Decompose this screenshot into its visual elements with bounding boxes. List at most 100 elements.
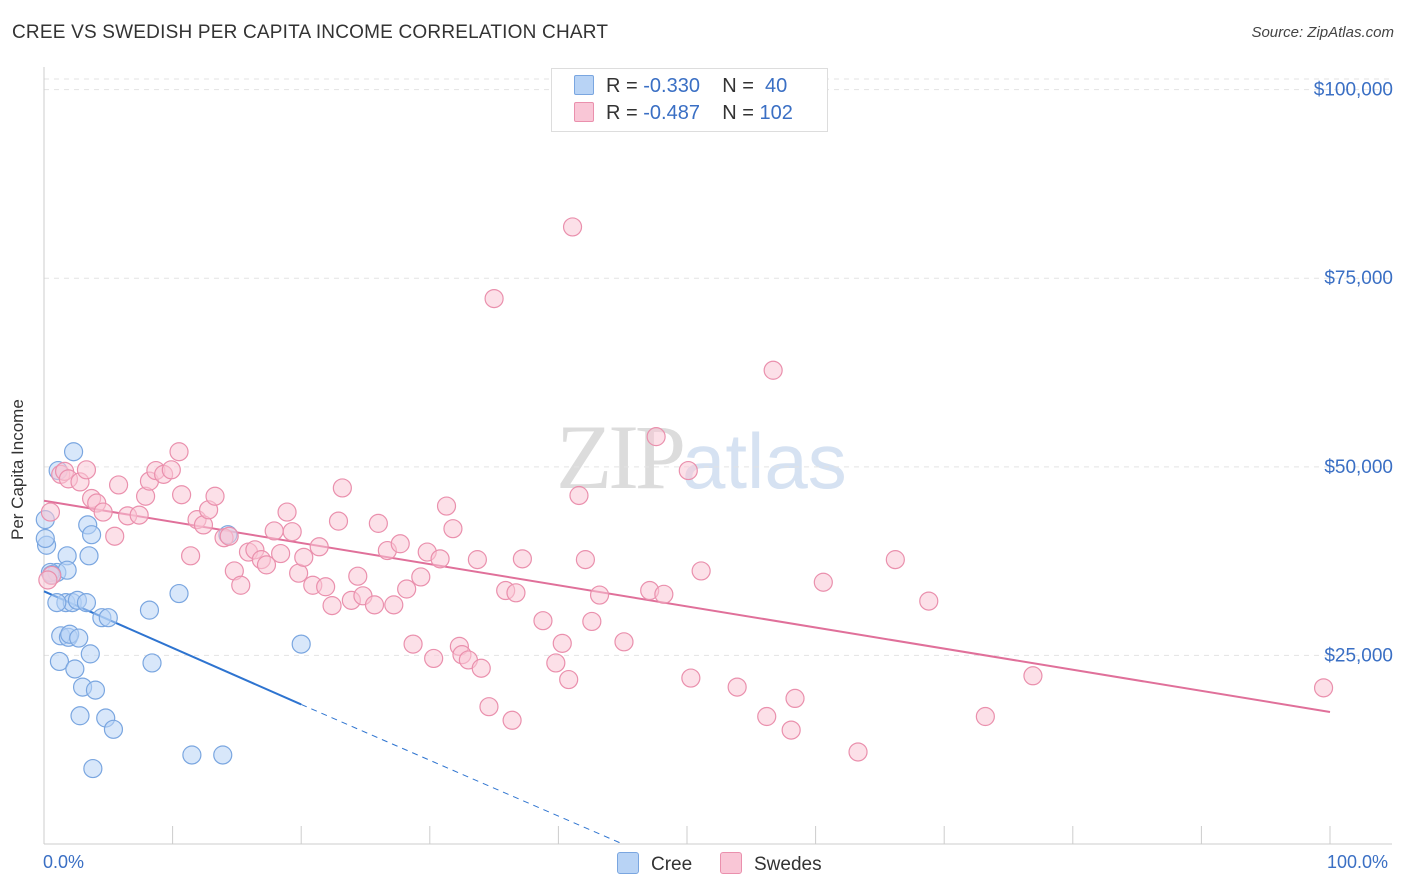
data-point-swedes [436, 496, 457, 516]
legend-r-value: -0.487 [643, 102, 700, 124]
trend-extension-cree [301, 703, 623, 845]
data-point-swedes [813, 572, 833, 592]
data-point-cree [169, 583, 189, 604]
data-point-swedes [205, 486, 225, 506]
data-point-swedes [484, 288, 504, 309]
data-point-swedes [161, 460, 181, 480]
data-point-cree [83, 758, 103, 779]
y-tick-labels: $25,000 $50,000 $75,000 $100,000 [1314, 80, 1393, 667]
legend-item-cree[interactable]: Cree [617, 852, 692, 876]
data-point-cree [49, 651, 70, 672]
legend-n-value: 102 [759, 102, 793, 124]
legend-label-swedes: Swedes [754, 854, 822, 875]
y-axis-label: Per Capita Income [8, 399, 27, 540]
data-point-swedes [219, 526, 239, 546]
data-point-cree [35, 528, 55, 549]
data-point-swedes [552, 633, 572, 653]
data-point-swedes [575, 550, 596, 570]
data-point-swedes [614, 632, 634, 652]
data-point-swedes [384, 595, 404, 615]
data-point-swedes [467, 550, 487, 570]
data-point-swedes [364, 595, 385, 615]
data-point-swedes [348, 566, 368, 586]
legend-swatch-cree [617, 852, 639, 874]
data-point-swedes [533, 611, 553, 631]
data-point-cree [291, 634, 311, 654]
data-point-swedes [785, 688, 805, 709]
data-point-swedes [443, 519, 463, 539]
y-tick-label: $75,000 [1324, 268, 1393, 289]
legend-swatch-swedes [574, 102, 594, 122]
data-point-swedes [411, 567, 431, 587]
data-point-swedes [271, 543, 291, 564]
data-point-swedes [264, 521, 284, 541]
legend-r-label: R = [606, 75, 644, 97]
y-tick-label: $100,000 [1314, 80, 1393, 101]
x-tick-label-min: 0.0% [43, 852, 85, 872]
data-point-swedes [471, 658, 491, 678]
data-point-cree [65, 659, 85, 679]
data-point-swedes [403, 634, 423, 654]
data-point-swedes [848, 742, 868, 762]
data-point-swedes [506, 583, 526, 603]
data-point-swedes [1313, 678, 1334, 698]
data-point-cree [103, 719, 124, 739]
data-point-cree [142, 653, 162, 673]
data-point-swedes [479, 697, 499, 717]
data-point-cree [79, 546, 99, 566]
data-point-swedes [582, 611, 602, 632]
data-point-swedes [512, 549, 532, 569]
correlation-legend: R = -0.330 N = 40 R = -0.487 N = 102 [551, 68, 828, 132]
data-point-swedes [559, 669, 579, 690]
data-point-swedes [332, 478, 352, 498]
data-point-swedes [277, 502, 297, 522]
data-point-swedes [172, 485, 192, 505]
data-point-swedes [322, 596, 342, 616]
data-point-swedes [390, 534, 410, 554]
legend-label-cree: Cree [651, 854, 693, 875]
data-point-swedes [546, 653, 566, 673]
trend-line-swedes [43, 499, 1331, 713]
data-point-swedes [282, 522, 302, 542]
data-point-swedes [781, 720, 801, 740]
data-point-swedes [256, 555, 277, 575]
data-point-cree [70, 706, 90, 726]
data-point-swedes [309, 537, 329, 557]
data-point-swedes [562, 217, 583, 237]
y-tick-label: $50,000 [1324, 457, 1393, 478]
data-point-cree [139, 600, 160, 620]
data-point-swedes [654, 584, 674, 604]
data-point-swedes [569, 485, 589, 506]
data-point-swedes [424, 648, 444, 669]
legend-item-swedes[interactable]: Swedes [720, 852, 822, 876]
data-point-swedes [289, 563, 309, 583]
data-point-swedes [397, 579, 417, 599]
data-point-swedes [38, 570, 58, 590]
data-point-swedes [93, 502, 113, 522]
data-point-swedes [169, 442, 189, 462]
legend-row-swedes: R = -0.487 N = 102 [574, 102, 793, 126]
data-point-swedes [589, 585, 610, 605]
legend-r-value: -0.330 [643, 75, 700, 97]
data-point-swedes [316, 577, 336, 597]
data-point-cree [69, 628, 89, 648]
data-point-swedes [502, 710, 522, 730]
legend-swatch-swedes [720, 852, 742, 874]
data-point-swedes [129, 505, 149, 525]
data-point-swedes [763, 360, 783, 380]
legend-row-cree: R = -0.330 N = 40 [574, 75, 787, 99]
data-point-swedes [430, 549, 450, 569]
axes [43, 67, 1392, 845]
data-point-cree [47, 593, 67, 613]
data-point-swedes [691, 561, 711, 581]
data-point-swedes [76, 460, 97, 480]
data-point-cree [213, 745, 233, 765]
chart-title: CREE VS SWEDISH PER CAPITA INCOME CORREL… [12, 22, 609, 43]
data-point-swedes [105, 526, 125, 546]
data-point-swedes [681, 668, 701, 688]
data-point-cree [85, 680, 106, 700]
grid-lines [44, 78, 1392, 656]
data-point-swedes [678, 460, 698, 481]
data-points [35, 217, 1334, 779]
data-point-swedes [181, 546, 201, 566]
